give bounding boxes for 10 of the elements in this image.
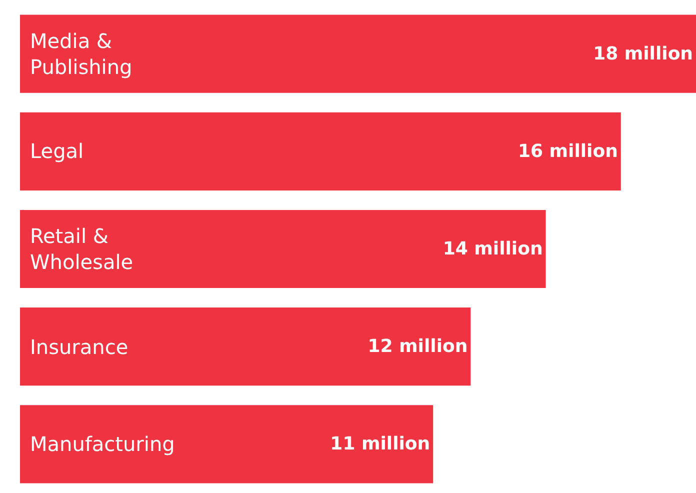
data-label: 18 million <box>593 43 693 64</box>
y-tick-label: Retail & Wholesale <box>30 224 134 274</box>
data-label: 12 million <box>368 336 468 358</box>
data-label: 14 million <box>442 238 543 260</box>
y-tick-label: Manufacturing <box>30 432 175 456</box>
data-label: 11 million <box>330 434 430 455</box>
y-tick-label: Insurance <box>30 335 128 359</box>
data-label: 16 million <box>518 140 618 162</box>
y-tick-label: Media & Publishing <box>30 29 132 79</box>
y-tick-label: Legal <box>30 139 84 163</box>
